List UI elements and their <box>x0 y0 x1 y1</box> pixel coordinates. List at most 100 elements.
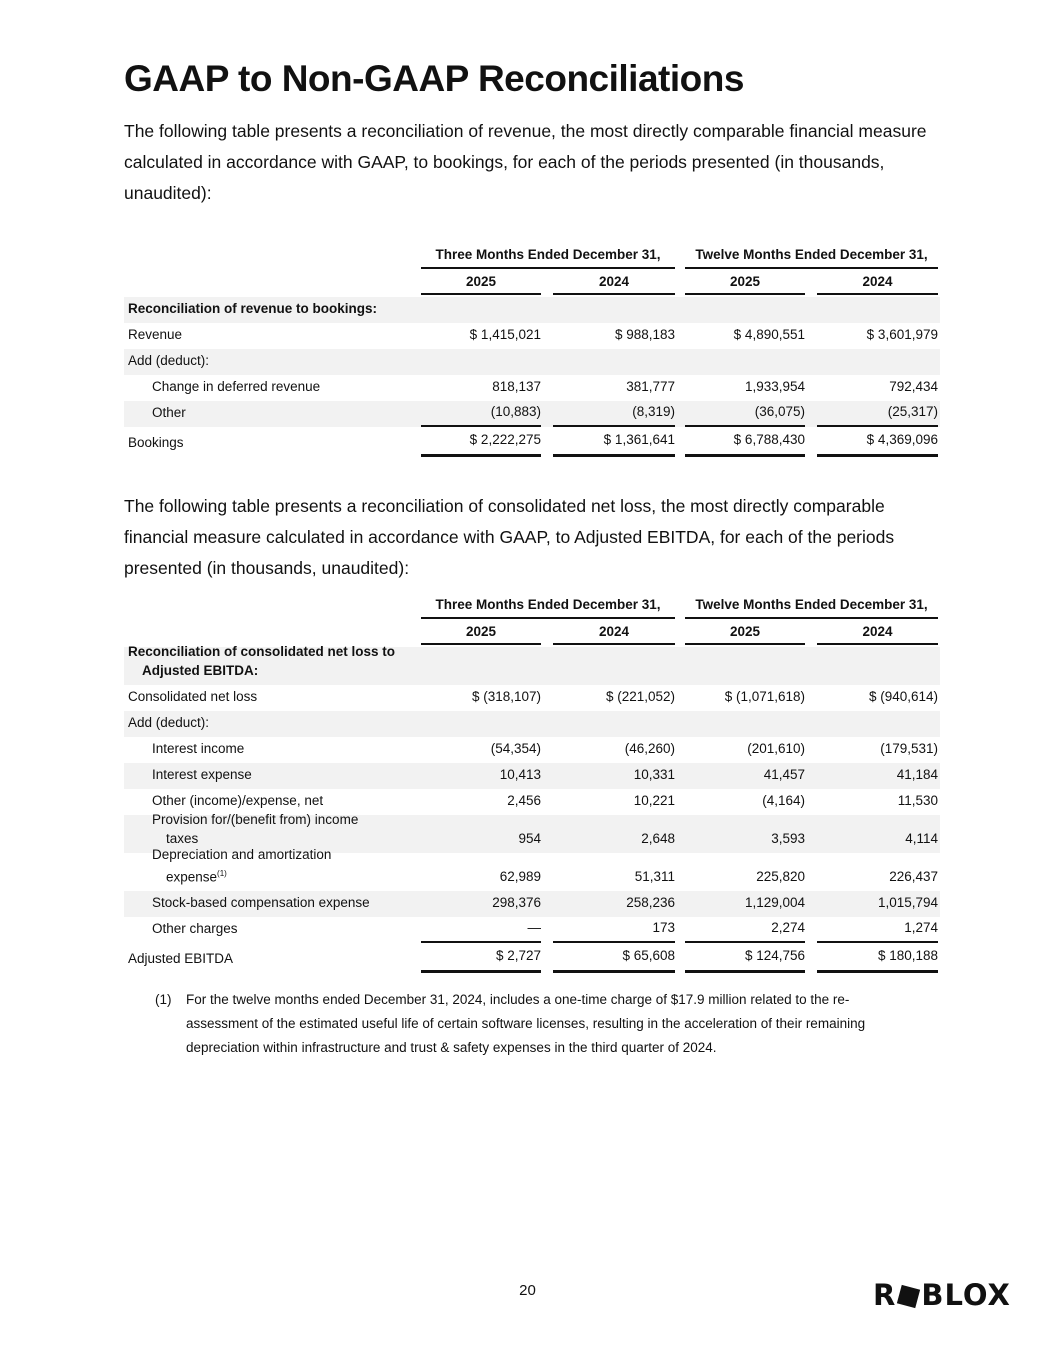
table-row: Other (income)/expense, net 2,456 10,221 (4… <box>124 789 940 815</box>
group-twelve-months: Twelve Months Ended December 31, <box>685 595 938 619</box>
value-cell: 818,137 <box>492 379 541 394</box>
value-cell: $ (221,052) <box>605 689 675 704</box>
row-label: Consolidated net loss <box>124 687 421 711</box>
value-cell: (8,319) <box>553 402 675 427</box>
value-cell: $ 124,756 <box>685 946 805 973</box>
table-row: Bookings $ 2,222,275 $ 1,361,641 $ 6,788,43… <box>124 427 940 457</box>
table-row: Interest expense 10,413 10,331 41,457 41,184 <box>124 763 940 789</box>
year-header-cell: 2024 <box>553 271 675 295</box>
row-label-text: Change in deferred revenue <box>152 379 321 394</box>
row-label-text: Adjusted EBITDA <box>128 951 234 966</box>
table-row: Add (deduct): <box>124 711 940 737</box>
year-header: 2025 2024 2025 2024 <box>124 271 940 297</box>
row-label-text: Interest income <box>152 741 245 756</box>
value-cell: 1,933,954 <box>744 379 805 394</box>
year-header-cell: 2024 <box>817 621 938 645</box>
row-label-text: Other charges <box>152 921 238 936</box>
row-label: Interest income <box>124 739 421 763</box>
row-label-text: Depreciation and amortization <box>152 846 332 862</box>
row-label-text: Other (income)/expense, net <box>152 793 324 808</box>
row-label-text: Provision for/(benefit from) income <box>152 812 359 827</box>
value-cell: $ 2,727 <box>421 946 541 973</box>
value-cell: 298,376 <box>492 895 541 910</box>
value-cell: 10,221 <box>633 793 675 808</box>
table-row: Consolidated net loss $ (318,107) $ (221,0… <box>124 685 940 711</box>
row-label: Change in deferred revenue <box>124 377 421 401</box>
row-label: Adjusted EBITDA <box>124 949 421 973</box>
value-cell: (179,531) <box>880 741 938 756</box>
row-label: Stock-based compensation expense <box>124 893 421 917</box>
row-label: Other charges <box>124 919 421 943</box>
row-label: Bookings <box>124 433 421 457</box>
value-cell: 2,456 <box>507 793 541 808</box>
table-row: Change in deferred revenue 818,137 381,777… <box>124 375 940 401</box>
page-number: 20 <box>519 1282 536 1299</box>
row-label-text: Add (deduct): <box>128 353 210 368</box>
value-cell: (46,260) <box>624 741 675 756</box>
year-header-cell: 2025 <box>421 621 541 645</box>
value-cell: $ 3,601,979 <box>866 327 938 342</box>
table-row: Other (10,883) (8,319) (36,075) (25,317) <box>124 401 940 427</box>
row-label-text: Stock-based compensation expense <box>152 895 370 910</box>
value-cell: 381,777 <box>626 379 675 394</box>
table-row: Reconciliation of consolidated net loss … <box>124 644 940 685</box>
value-cell: 226,437 <box>889 869 938 884</box>
row-label-text: Bookings <box>128 435 184 450</box>
group-three-months: Three Months Ended December 31, <box>421 245 675 269</box>
row-label: Reconciliation of revenue to bookings: <box>124 299 421 323</box>
year-header-cell: 2025 <box>421 271 541 295</box>
row-label-text: Interest expense <box>152 767 252 782</box>
row-label-text: Consolidated net loss <box>128 689 258 704</box>
value-cell: $ 6,788,430 <box>685 430 805 457</box>
row-label-continued: Adjusted EBITDA: <box>128 661 417 680</box>
value-cell: (36,075) <box>685 402 805 427</box>
row-label-cont-text: Adjusted EBITDA: <box>142 663 259 678</box>
revenue-to-bookings-table: Three Months Ended December 31, Twelve Mo… <box>124 245 940 457</box>
value-cell: 258,236 <box>626 895 675 910</box>
row-label: Revenue <box>124 325 421 349</box>
value-cell: 1,015,794 <box>877 895 938 910</box>
value-cell: 4,114 <box>905 831 938 846</box>
year-header-cell: 2024 <box>553 621 675 645</box>
value-cell: 2,274 <box>685 918 805 943</box>
value-cell: 1,129,004 <box>744 895 805 910</box>
footnote: (1) For the twelve months ended December… <box>155 988 895 1060</box>
row-label-text: Reconciliation of consolidated net loss … <box>128 644 396 659</box>
year-header-cell: 2025 <box>685 621 805 645</box>
value-cell: (25,317) <box>817 402 938 427</box>
value-cell: 3,593 <box>771 831 805 846</box>
value-cell: 62,989 <box>499 869 541 884</box>
value-cell: $ (318,107) <box>471 689 541 704</box>
value-cell: $ 180,188 <box>817 946 938 973</box>
value-cell: 954 <box>518 831 541 846</box>
table-row: Depreciation and amortization expense(1) 6… <box>124 847 940 891</box>
value-cell: 10,331 <box>633 767 675 782</box>
value-cell: $ (1,071,618) <box>724 689 805 704</box>
value-cell: $ (940,614) <box>868 689 938 704</box>
table-row: Reconciliation of revenue to bookings: <box>124 297 940 323</box>
row-label-text: Add (deduct): <box>128 715 210 730</box>
row-label: Provision for/(benefit from) income taxes <box>124 810 421 853</box>
value-cell: 173 <box>553 918 675 943</box>
value-cell: $ 1,361,641 <box>553 430 675 457</box>
row-label: Add (deduct): <box>124 713 421 737</box>
row-label-text: Other <box>152 405 186 420</box>
footnote-marker: (1) <box>155 992 172 1007</box>
row-label-text: Revenue <box>128 327 183 342</box>
value-cell: $ 988,183 <box>614 327 675 342</box>
value-cell: 1,274 <box>817 918 938 943</box>
intro-paragraph-ebitda: The following table presents a reconcili… <box>124 496 895 578</box>
group-twelve-months: Twelve Months Ended December 31, <box>685 245 938 269</box>
roblox-logo: R BLOX <box>873 1278 1011 1312</box>
footnote-ref: (1) <box>217 868 227 878</box>
value-cell: 41,457 <box>763 767 805 782</box>
row-label-cont-text: expense <box>166 869 218 884</box>
value-cell: 225,820 <box>756 869 805 884</box>
year-header-cell: 2025 <box>685 271 805 295</box>
table-row: Stock-based compensation expense 298,376 2… <box>124 891 940 917</box>
value-cell: $ 2,222,275 <box>421 430 541 457</box>
year-header: 2025 2024 2025 2024 <box>124 621 940 647</box>
row-label: Interest expense <box>124 765 421 789</box>
row-label: Other (income)/expense, net <box>124 791 421 815</box>
